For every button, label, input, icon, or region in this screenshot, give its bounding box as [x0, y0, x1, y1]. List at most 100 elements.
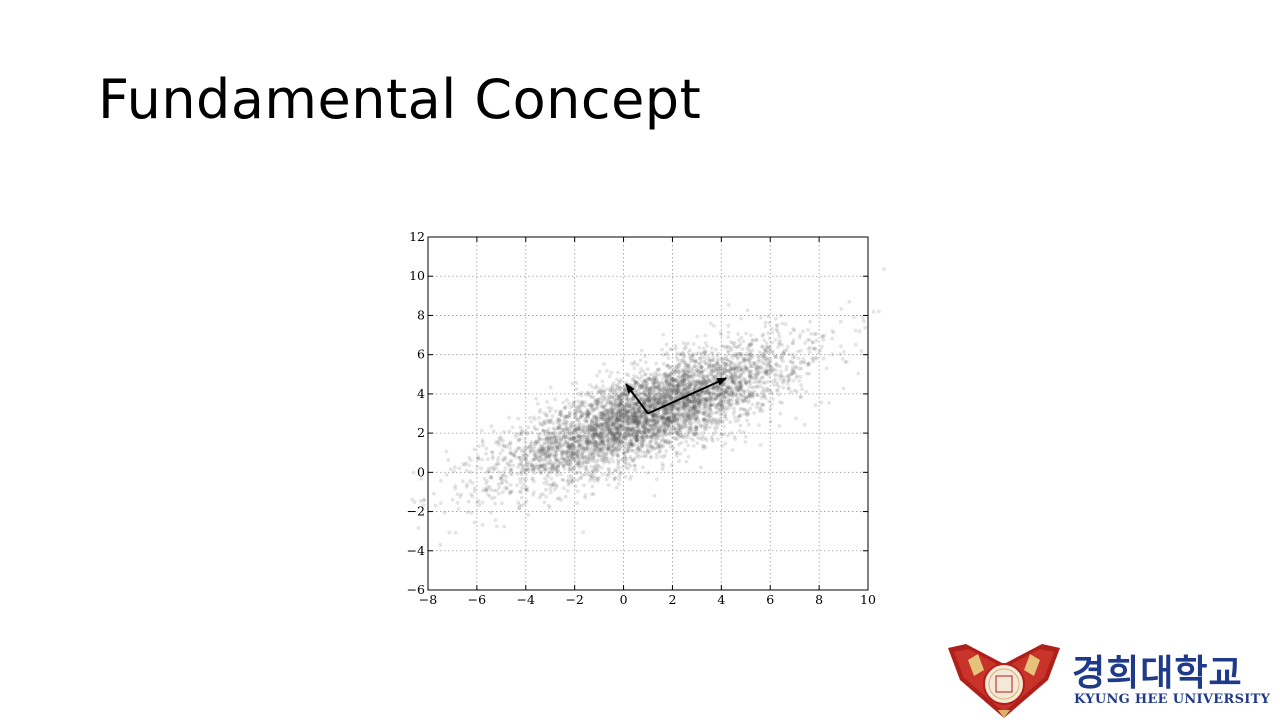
data-point [691, 444, 696, 448]
data-point [620, 464, 625, 469]
data-point [642, 414, 646, 419]
data-point [485, 485, 490, 490]
data-point [609, 370, 614, 375]
data-point [726, 323, 731, 328]
data-point [619, 441, 624, 445]
data-point [548, 438, 553, 443]
data-point [721, 399, 725, 403]
data-point [642, 429, 646, 434]
data-point [636, 380, 640, 385]
data-point [559, 472, 563, 477]
data-point [727, 385, 731, 390]
data-point [861, 315, 865, 320]
data-point [453, 484, 458, 488]
data-point [648, 398, 653, 403]
data-point [691, 409, 695, 414]
data-point [543, 458, 548, 462]
data-point [623, 456, 628, 461]
data-point [774, 323, 779, 327]
data-point [622, 419, 627, 424]
data-point [813, 403, 818, 407]
data-point [637, 406, 642, 411]
data-point [644, 432, 649, 437]
data-point [606, 447, 610, 451]
data-point [664, 411, 669, 415]
data-point [509, 468, 513, 473]
data-point [706, 355, 711, 360]
data-point [725, 407, 729, 412]
data-point [704, 398, 708, 403]
data-point [444, 449, 449, 454]
data-point [571, 456, 576, 461]
data-point [535, 427, 540, 432]
data-point [620, 396, 625, 401]
data-point [782, 351, 786, 356]
data-point [526, 453, 530, 458]
data-point [555, 446, 560, 451]
data-point [693, 430, 697, 434]
data-point [612, 476, 617, 481]
data-point [680, 374, 685, 379]
data-point [680, 380, 685, 385]
data-point [543, 441, 548, 446]
data-point [592, 407, 597, 412]
data-point [508, 446, 512, 450]
data-point [704, 361, 709, 366]
data-point [691, 402, 696, 406]
data-point [666, 423, 670, 428]
data-point [637, 420, 642, 425]
data-point [720, 419, 725, 424]
data-point [721, 399, 726, 404]
data-point [813, 355, 818, 360]
data-point [760, 409, 765, 414]
data-point [712, 403, 717, 408]
data-point [636, 408, 640, 412]
data-point [502, 524, 507, 529]
data-point [709, 403, 713, 408]
data-point [596, 468, 600, 473]
data-point [438, 542, 443, 547]
data-point [660, 428, 665, 433]
data-point [476, 499, 481, 503]
data-point [734, 345, 739, 350]
data-point [784, 367, 789, 372]
data-point [643, 450, 648, 455]
data-point [684, 402, 688, 407]
data-point [589, 395, 594, 400]
data-point [611, 449, 616, 454]
data-point [508, 451, 512, 456]
data-point [622, 419, 627, 424]
data-point [691, 396, 696, 401]
data-point [610, 448, 614, 453]
data-point [754, 375, 759, 380]
data-point [603, 442, 608, 446]
data-point [635, 433, 640, 437]
data-point [615, 428, 619, 433]
data-point [637, 418, 642, 423]
data-point [762, 394, 767, 399]
data-point [610, 441, 615, 446]
data-point [729, 348, 734, 352]
data-point [656, 429, 661, 434]
data-point [609, 430, 614, 435]
data-point [537, 459, 542, 464]
data-point [567, 467, 571, 472]
data-point [639, 410, 644, 414]
data-point [599, 442, 604, 447]
data-point [617, 385, 622, 390]
data-point [675, 351, 680, 356]
data-point [648, 399, 652, 403]
data-point [697, 345, 702, 350]
data-point [675, 431, 679, 435]
data-point [663, 375, 668, 380]
data-point [623, 429, 628, 434]
data-point [656, 368, 660, 373]
data-point [588, 452, 593, 457]
data-point [644, 419, 649, 424]
data-point [691, 342, 696, 346]
data-point [644, 405, 649, 409]
data-point [694, 401, 699, 405]
data-point [801, 329, 805, 334]
data-point [664, 411, 669, 415]
data-point [687, 370, 692, 375]
